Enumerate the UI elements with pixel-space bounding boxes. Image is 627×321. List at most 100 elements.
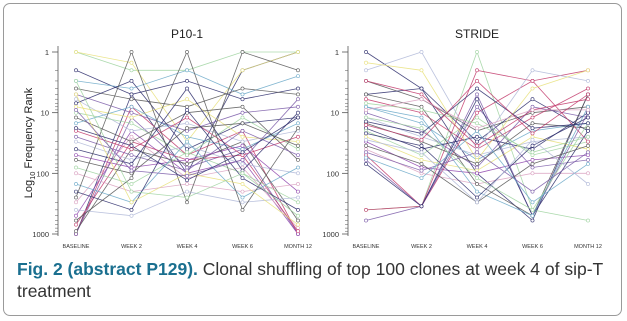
data-point bbox=[364, 104, 368, 109]
data-point bbox=[530, 200, 535, 205]
data-point bbox=[296, 104, 300, 109]
data-point bbox=[185, 126, 189, 131]
data-point bbox=[129, 60, 134, 65]
data-point bbox=[419, 168, 424, 173]
data-point bbox=[240, 68, 245, 73]
data-point bbox=[364, 119, 368, 124]
data-point bbox=[364, 218, 368, 223]
data-point bbox=[475, 165, 479, 170]
data-point bbox=[185, 86, 189, 91]
data-point bbox=[129, 213, 134, 218]
data-point bbox=[475, 115, 479, 120]
data-point bbox=[364, 79, 368, 83]
y-tick-label: 10 bbox=[41, 109, 49, 118]
data-point bbox=[129, 86, 134, 91]
data-point bbox=[364, 108, 368, 112]
data-point bbox=[74, 189, 78, 194]
y-tick-label: 100 bbox=[36, 169, 49, 178]
data-point bbox=[240, 97, 245, 102]
x-tick-label: BASELINE bbox=[353, 244, 380, 248]
data-point bbox=[185, 134, 189, 139]
data-point bbox=[530, 213, 535, 218]
data-point bbox=[296, 74, 300, 79]
data-point bbox=[530, 218, 535, 223]
data-point bbox=[74, 157, 78, 162]
data-point bbox=[419, 161, 424, 166]
data-point bbox=[240, 207, 245, 212]
data-point bbox=[240, 115, 245, 120]
data-point bbox=[475, 195, 479, 200]
data-point bbox=[419, 68, 424, 73]
data-point bbox=[530, 150, 535, 155]
data-point bbox=[296, 147, 300, 152]
data-point bbox=[530, 189, 535, 194]
data-point bbox=[240, 176, 245, 181]
data-point bbox=[475, 50, 479, 54]
data-point bbox=[530, 104, 535, 109]
data-point bbox=[586, 115, 590, 120]
x-tick-label: BASELINE bbox=[63, 244, 90, 248]
data-point bbox=[296, 171, 300, 176]
x-tick-label: WEEK 4 bbox=[177, 244, 198, 248]
figure-caption: Fig. 2 (abstract P129). Clonal shuffling… bbox=[17, 258, 617, 302]
data-point bbox=[530, 143, 535, 148]
data-point bbox=[475, 86, 479, 91]
data-point bbox=[74, 147, 78, 152]
data-point bbox=[129, 182, 134, 186]
data-point bbox=[74, 229, 78, 234]
data-point bbox=[185, 104, 189, 109]
chart-panel-p10-1: P10-1 1 10 100 1000 Log10 Frequency Rank BASEL… bbox=[23, 27, 312, 248]
data-point bbox=[240, 195, 245, 200]
data-point bbox=[74, 171, 78, 176]
data-point bbox=[364, 97, 368, 102]
data-point bbox=[364, 68, 368, 73]
data-point bbox=[475, 150, 479, 155]
data-point bbox=[364, 161, 368, 166]
data-point bbox=[475, 161, 479, 166]
data-point bbox=[364, 60, 368, 65]
data-point bbox=[129, 143, 134, 148]
x-tick-label: MONTH 12 bbox=[574, 244, 602, 248]
data-point bbox=[475, 182, 479, 186]
data-point bbox=[419, 137, 424, 142]
data-point bbox=[364, 50, 368, 54]
data-point bbox=[364, 92, 368, 97]
data-point bbox=[364, 155, 368, 160]
y-tick-label: 1 bbox=[45, 48, 49, 57]
figure-frame: P10-1 1 10 100 1000 Log10 Frequency Rank BASEL… bbox=[3, 3, 622, 316]
data-point bbox=[419, 121, 424, 126]
data-point bbox=[129, 104, 134, 109]
y-tick-label: 100 bbox=[326, 169, 339, 178]
data-point bbox=[129, 50, 134, 54]
data-point bbox=[586, 86, 590, 91]
figure-area: P10-1 1 10 100 1000 Log10 Frequency Rank BASEL… bbox=[18, 16, 618, 248]
chart-panel-stride: STRIDE 1 10 100 1000 BASELINE WEEK 2 WEEK 4 WEEK… bbox=[322, 27, 602, 248]
data-point bbox=[240, 110, 245, 115]
data-point bbox=[74, 195, 78, 200]
data-point bbox=[74, 92, 78, 97]
data-point bbox=[475, 189, 479, 194]
data-point bbox=[586, 134, 590, 139]
data-point bbox=[586, 139, 590, 144]
data-point bbox=[74, 101, 78, 106]
data-point bbox=[586, 182, 590, 186]
data-point bbox=[296, 92, 300, 97]
data-point bbox=[185, 97, 189, 102]
data-point bbox=[475, 126, 479, 131]
data-point bbox=[129, 176, 134, 181]
data-point bbox=[475, 176, 479, 181]
data-point bbox=[129, 161, 134, 166]
data-point bbox=[530, 207, 535, 212]
data-point bbox=[475, 200, 479, 205]
data-point bbox=[586, 171, 590, 176]
data-point bbox=[296, 189, 300, 194]
data-point bbox=[129, 165, 134, 170]
data-point bbox=[419, 115, 424, 120]
data-point bbox=[419, 92, 424, 97]
data-point bbox=[530, 86, 535, 91]
data-point bbox=[185, 147, 189, 152]
data-point bbox=[586, 143, 590, 148]
x-tick-label: WEEK 2 bbox=[411, 244, 432, 248]
data-point bbox=[530, 161, 535, 166]
x-tick-label: WEEK 4 bbox=[467, 244, 488, 248]
